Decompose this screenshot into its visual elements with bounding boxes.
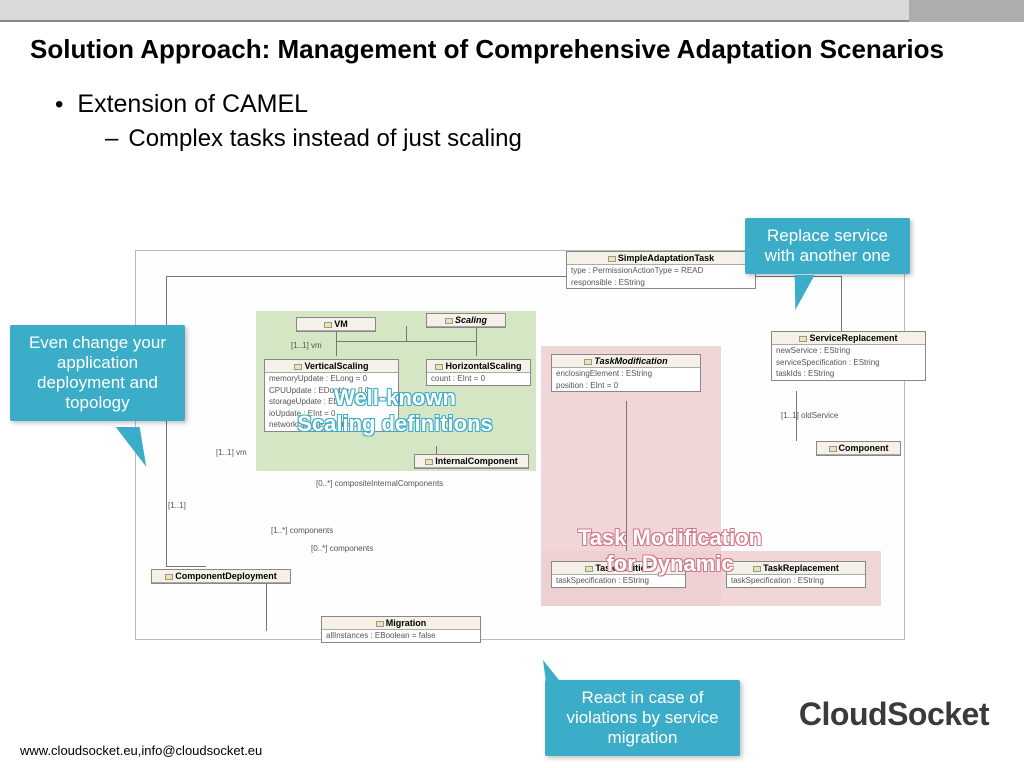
- uml-task-modification: TaskModification enclosingElement : EStr…: [551, 354, 701, 392]
- line: [476, 326, 477, 356]
- callout-replace: Replace service with another one: [745, 218, 910, 274]
- uml-attr: position : EInt = 0: [552, 380, 700, 392]
- overlay-line: Task Modification: [555, 525, 785, 551]
- uml-title: TaskModification: [594, 356, 667, 366]
- bullet-level1: •Extension of CAMEL: [55, 90, 1024, 119]
- uml-attr: serviceSpecification : EString: [772, 357, 925, 369]
- bullet1-text: Extension of CAMEL: [77, 90, 308, 119]
- callout-line: migration: [557, 728, 728, 748]
- callout-line: React in case of: [557, 688, 728, 708]
- overlay-scaling: Well-known Scaling definitions: [270, 385, 520, 437]
- callout-line: application: [22, 353, 173, 373]
- callout-topology: Even change your application deployment …: [10, 325, 185, 421]
- uml-title: VerticalScaling: [304, 361, 368, 371]
- uml-internal-component: InternalComponent: [414, 454, 529, 469]
- line: [841, 276, 842, 331]
- uml-hscaling: HorizontalScaling count : EInt = 0: [426, 359, 531, 386]
- callout-tail: [533, 660, 567, 690]
- vm-label2: [1..1] vm: [216, 448, 247, 457]
- uml-attr: allInstances : EBoolean = false: [322, 630, 480, 642]
- uml-attr: memoryUpdate : ELong = 0: [265, 373, 398, 385]
- uml-title: InternalComponent: [435, 456, 518, 466]
- uml-title: ComponentDeployment: [175, 571, 277, 581]
- uml-component-deployment: ComponentDeployment: [151, 569, 291, 584]
- uml-simple-task: SimpleAdaptationTask type : PermissionAc…: [566, 251, 756, 289]
- uml-title: ServiceReplacement: [809, 333, 897, 343]
- uml-attr: enclosingElement : EString: [552, 368, 700, 380]
- uml-component: Component: [816, 441, 901, 456]
- uml-title: Component: [839, 443, 889, 453]
- callout-line: violations by service: [557, 708, 728, 728]
- uml-title: Scaling: [455, 315, 487, 325]
- overlay-line: Well-known: [270, 385, 520, 411]
- callout-line: Replace service: [757, 226, 898, 246]
- cloudsocket-logo: CloudSocket: [799, 696, 989, 733]
- uml-attr: count : EInt = 0: [427, 373, 530, 385]
- bullet-list: •Extension of CAMEL –Complex tasks inste…: [0, 65, 1024, 153]
- bullet2-text: Complex tasks instead of just scaling: [128, 125, 522, 153]
- overlay-taskmod: Task Modification for Dynamic: [555, 525, 785, 577]
- top-bar-corner: [909, 0, 1024, 22]
- components1-label: [1..*] components: [271, 526, 333, 535]
- line: [266, 581, 267, 631]
- line: [336, 341, 476, 342]
- callout-migrate: React in case of violations by service m…: [545, 680, 740, 756]
- one-label: [1..1]: [168, 501, 186, 510]
- top-bar: [0, 0, 1024, 22]
- callout-line: Even change your: [22, 333, 173, 353]
- components0-label: [0..*] components: [311, 544, 373, 553]
- callout-line: with another one: [757, 246, 898, 266]
- line: [166, 566, 206, 567]
- uml-vm: VM: [296, 317, 376, 332]
- slide-title: Solution Approach: Management of Compreh…: [0, 22, 1024, 65]
- overlay-line: for Dynamic: [555, 551, 785, 577]
- uml-title: SimpleAdaptationTask: [618, 253, 714, 263]
- uml-title: Migration: [386, 618, 427, 628]
- uml-attr: responsible : EString: [567, 277, 755, 289]
- comp-internal-label: [0..*] compositeInternalComponents: [316, 479, 443, 488]
- callout-line: deployment and: [22, 373, 173, 393]
- line: [166, 276, 167, 566]
- bullet-level2: –Complex tasks instead of just scaling: [55, 125, 1024, 153]
- uml-service-replacement: ServiceReplacement newService : EString …: [771, 331, 926, 381]
- oldservice-label: [1..1] oldService: [781, 411, 838, 420]
- line: [406, 326, 407, 341]
- uml-title: HorizontalScaling: [445, 361, 521, 371]
- overlay-line: Scaling definitions: [270, 411, 520, 437]
- uml-scaling: Scaling: [426, 313, 506, 328]
- uml-title: VM: [334, 319, 348, 329]
- vm-label: [1..1] vm: [291, 341, 322, 350]
- uml-migration: Migration allInstances : EBoolean = fals…: [321, 616, 481, 643]
- uml-attr: type : PermissionActionType = READ: [567, 265, 755, 277]
- uml-attr: taskIds : EString: [772, 368, 925, 380]
- line: [166, 276, 566, 277]
- footer-url: www.cloudsocket.eu,info@cloudsocket.eu: [20, 743, 262, 758]
- uml-attr: newService : EString: [772, 345, 925, 357]
- callout-line: topology: [22, 393, 173, 413]
